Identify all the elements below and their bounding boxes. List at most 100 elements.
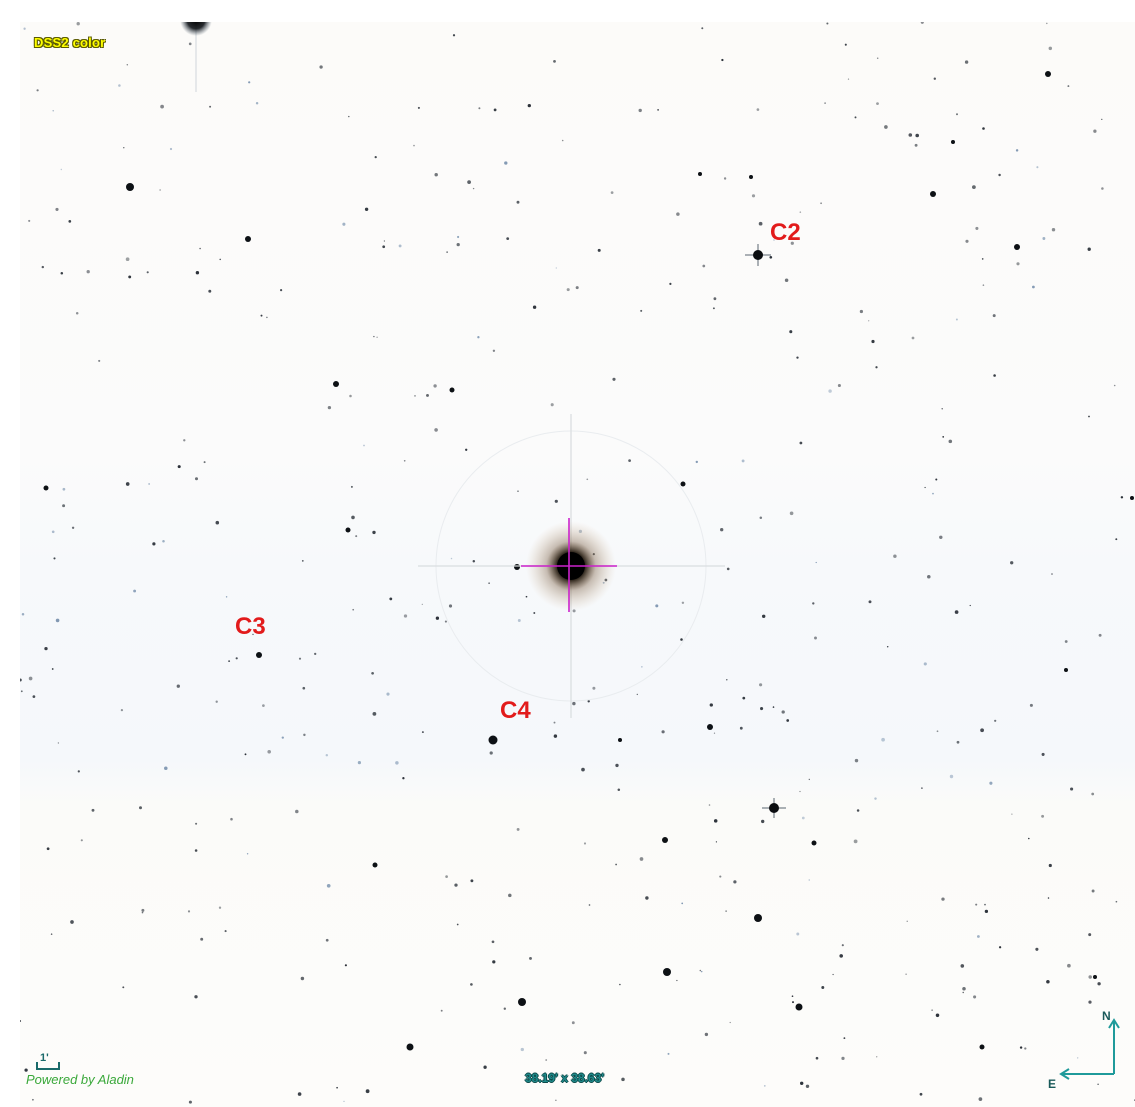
faint-star	[612, 377, 616, 381]
faint-star	[972, 185, 976, 189]
faint-star	[28, 676, 33, 681]
faint-star	[875, 366, 878, 369]
faint-star	[417, 106, 420, 109]
faint-star	[120, 708, 124, 712]
faint-star	[208, 289, 212, 293]
faint-star	[349, 394, 352, 398]
faint-star	[1067, 85, 1070, 88]
faint-star	[700, 970, 703, 973]
faint-star	[1051, 228, 1056, 232]
faint-star	[808, 879, 810, 881]
faint-star	[448, 604, 453, 608]
faint-star	[826, 22, 829, 25]
faint-star	[791, 995, 794, 998]
faint-star	[53, 557, 56, 560]
faint-star	[844, 43, 847, 46]
faint-star	[298, 657, 302, 660]
faint-star	[525, 595, 528, 598]
star	[680, 481, 686, 487]
compass-icon: N E	[1048, 1009, 1120, 1088]
faint-star	[302, 686, 306, 690]
faint-star	[325, 753, 329, 757]
faint-star	[194, 849, 198, 852]
faint-star	[46, 847, 50, 851]
faint-star	[435, 616, 440, 620]
faint-star	[545, 1059, 548, 1061]
faint-star	[911, 336, 915, 340]
star	[449, 387, 455, 393]
faint-star	[188, 1100, 192, 1104]
faint-star	[992, 314, 996, 318]
faint-star	[820, 202, 822, 205]
faint-star	[621, 1077, 625, 1082]
star	[749, 175, 753, 179]
faint-star	[1011, 813, 1013, 815]
faint-star	[942, 436, 945, 438]
faint-star	[133, 589, 137, 593]
faint-star	[814, 636, 817, 640]
faint-star	[721, 58, 724, 62]
faint-star	[230, 817, 233, 821]
faint-star	[260, 314, 263, 317]
diffraction-spikes	[195, 22, 725, 718]
faint-star	[905, 973, 907, 975]
faint-star	[389, 597, 393, 601]
faint-star	[148, 483, 150, 485]
faint-star	[949, 774, 954, 779]
star	[372, 862, 378, 868]
faint-star	[426, 393, 429, 397]
faint-star	[964, 60, 969, 64]
star	[488, 735, 498, 745]
faint-star	[336, 1086, 338, 1089]
faint-star	[91, 808, 95, 812]
faint-star	[456, 923, 459, 926]
faint-star	[267, 750, 271, 754]
faint-star	[126, 64, 128, 66]
faint-star	[914, 143, 918, 147]
faint-star	[994, 719, 997, 722]
faint-star	[75, 311, 79, 315]
faint-star	[352, 608, 355, 611]
faint-star	[382, 245, 386, 249]
faint-star	[363, 444, 365, 447]
faint-star	[80, 839, 83, 842]
faint-star	[1091, 889, 1095, 893]
faint-star	[941, 408, 943, 410]
star	[345, 527, 351, 533]
faint-star	[187, 910, 191, 913]
faint-star	[32, 1098, 34, 1101]
faint-star	[932, 492, 934, 495]
faint-star	[373, 335, 375, 338]
faint-star	[824, 102, 826, 104]
star	[1014, 244, 1020, 250]
faint-star	[984, 909, 989, 914]
faint-star	[297, 1092, 302, 1096]
faint-star	[225, 596, 228, 598]
faint-star	[792, 1001, 794, 1004]
faint-star	[20, 690, 23, 693]
powered-by-link[interactable]: Powered by Aladin	[26, 1072, 134, 1087]
faint-star	[183, 439, 186, 442]
faint-star	[586, 478, 589, 481]
faint-star	[403, 459, 406, 462]
faint-star	[477, 336, 480, 339]
faint-star	[759, 683, 763, 687]
faint-star	[923, 662, 927, 666]
faint-star	[434, 428, 438, 432]
faint-star	[639, 857, 644, 861]
faint-star	[32, 695, 36, 698]
sky-image-viewer[interactable]: DSS2 color C2 C3 C4 1' Powered by Aladin…	[20, 22, 1135, 1107]
faint-star	[801, 816, 805, 820]
faint-star	[1091, 792, 1095, 796]
faint-star	[980, 728, 984, 733]
faint-star	[935, 478, 938, 481]
faint-star	[640, 309, 643, 312]
faint-star	[981, 258, 984, 260]
callout-c3: C3	[235, 613, 266, 640]
faint-star	[55, 207, 59, 211]
faint-star	[761, 614, 766, 619]
faint-star	[669, 282, 672, 286]
faint-star	[1120, 496, 1124, 499]
star	[979, 1044, 985, 1050]
faint-star	[50, 933, 53, 935]
